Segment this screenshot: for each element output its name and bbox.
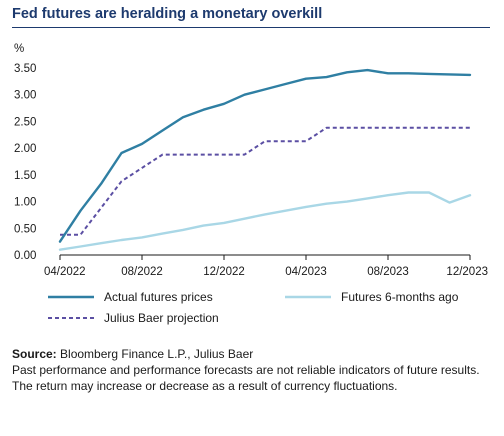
y-tick-label: 0.00 bbox=[14, 250, 36, 262]
y-tick-label: 0.50 bbox=[14, 223, 36, 235]
x-tick-label: 08/2022 bbox=[121, 266, 163, 278]
chart-series bbox=[58, 68, 472, 251]
y-tick-label: 2.00 bbox=[14, 143, 36, 155]
x-tick-label: 04/2022 bbox=[44, 266, 86, 278]
y-tick-label: 3.00 bbox=[14, 90, 36, 102]
x-tick-label: 08/2023 bbox=[367, 266, 409, 278]
legend-label: Actual futures prices bbox=[104, 290, 213, 304]
source-text: Bloomberg Finance L.P., Julius Baer bbox=[56, 347, 254, 361]
legend-label: Julius Baer projection bbox=[104, 311, 219, 325]
disclaimer-text: Past performance and performance forecas… bbox=[12, 363, 480, 393]
legend-label: Futures 6-months ago bbox=[341, 290, 459, 304]
x-tick-label: 12/2022 bbox=[203, 266, 245, 278]
y-tick-label: 3.50 bbox=[14, 63, 36, 75]
y-tick-label: 1.50 bbox=[14, 170, 36, 182]
x-tick-labels: 04/2022 08/2022 12/2022 04/2023 08/2023 12/20… bbox=[44, 255, 488, 278]
y-tick-labels: 0.00 0.50 1.00 1.50 2.00 2.50 3.00 3.50 bbox=[14, 63, 36, 262]
line-chart: % 0.00 0.50 1.00 1.50 2.00 2.50 3.00 3.50 04/20… bbox=[14, 43, 488, 325]
series-line-futures-6-months-ago bbox=[58, 191, 472, 251]
source-line: Source: Bloomberg Finance L.P., Julius B… bbox=[12, 346, 496, 362]
series-line-actual-futures-prices bbox=[58, 68, 472, 243]
title-divider bbox=[12, 27, 490, 28]
chart-axes: % bbox=[14, 43, 470, 256]
y-axis-unit-label: % bbox=[14, 43, 24, 55]
chart-footer: Source: Bloomberg Finance L.P., Julius B… bbox=[12, 346, 496, 394]
chart-legend: Actual futures prices Futures 6-months ag… bbox=[48, 290, 459, 325]
y-tick-label: 1.00 bbox=[14, 197, 36, 209]
chart-title: Fed futures are heralding a monetary ove… bbox=[12, 6, 323, 22]
series-line-julius-baer-projection bbox=[60, 126, 470, 236]
y-tick-label: 2.50 bbox=[14, 116, 36, 128]
source-label: Source: bbox=[12, 347, 57, 361]
x-tick-label: 12/2023 bbox=[446, 266, 488, 278]
x-tick-label: 04/2023 bbox=[285, 266, 327, 278]
